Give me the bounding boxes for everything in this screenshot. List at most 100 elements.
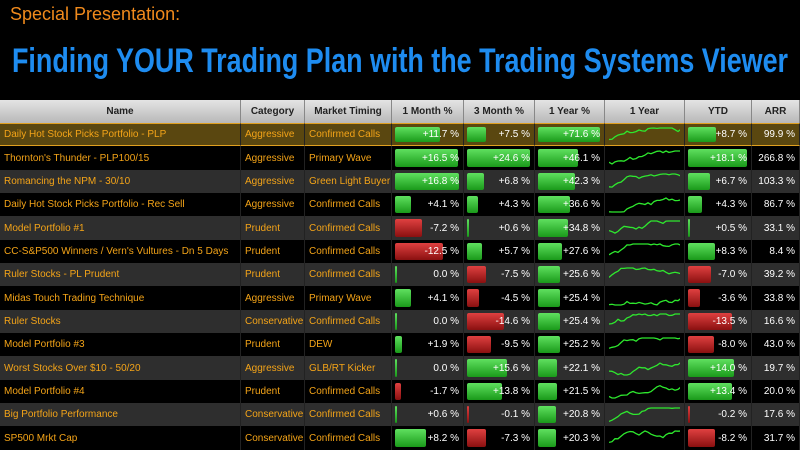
cell-bar [395,149,458,167]
sparkline-path [609,173,680,189]
market-timing: Confirmed Calls [305,193,392,217]
cell-text: DEW [309,339,333,351]
category: Aggressive [241,169,305,194]
sparkline-path [609,196,680,213]
cell-bar [395,312,397,331]
system-name: SP500 Mrkt Cap [0,426,241,450]
one-year: +25.4 % [535,286,605,310]
cell-text: Aggressive [245,292,295,304]
market-timing: Confirmed Calls [305,379,392,404]
cell-text: +14.0 % [710,362,747,374]
one-month: -1.7 % [392,379,464,404]
cell-bar [538,406,556,424]
one-month: -12.5 % [392,239,464,264]
cell-bar [688,196,703,214]
cell-text: +24.6 % [493,152,530,164]
one-month: 0.0 % [392,263,464,287]
arr: 103.3 % [752,169,800,194]
cell-bar [467,336,492,354]
sparkline-cell [605,426,685,450]
sparkline [609,313,680,326]
system-name: Big Portfolio Performance [0,403,241,427]
cell-text: Model Portfolio #4 [4,385,85,397]
cell-bar [688,127,717,143]
ytd: +6.7 % [685,169,752,194]
cell-bar [538,382,557,401]
cell-text: +6.8 % [498,175,530,187]
cell-text: Confirmed Calls [309,245,381,257]
one-year: +22.1 % [535,356,605,380]
cell-text: -7.5 % [501,269,530,281]
cell-text: 99.9 % [763,129,795,141]
cell-text: 43.0 % [763,339,795,351]
subtitle: Special Presentation: [10,4,180,24]
cell-text: Big Portfolio Performance [4,409,118,421]
cell-bar [467,266,487,284]
arr: 266.8 % [752,146,800,170]
cell-text: Green Light Buyer [309,175,391,187]
sparkline [609,243,680,256]
cell-text: 103.3 % [758,175,795,187]
system-name: Romancing the NPM - 30/10 [0,169,241,194]
cell-bar [467,149,530,167]
ytd: -7.0 % [685,263,752,287]
column-header: 1 Year % [535,100,605,123]
cell-text: Primary Wave [309,292,372,304]
ytd: +4.3 % [685,193,752,217]
cell-text: +36.6 % [563,199,600,211]
cell-bar [395,359,397,377]
cell-text: SP500 Mrkt Cap [4,432,78,444]
column-header: 1 Year [605,100,685,123]
cell-bar [688,359,734,377]
three-month: -4.5 % [464,286,535,310]
sparkline-path [609,430,680,444]
category: Aggressive [241,286,305,310]
one-month: 0.0 % [392,309,464,334]
one-year: +71.6 % [535,123,605,147]
cell-text: +42.3 % [563,175,600,187]
cell-text: Aggressive [245,152,295,164]
cell-bar [467,289,479,307]
one-year: +36.6 % [535,193,605,217]
category: Prudent [241,263,305,287]
cell-text: +20.3 % [563,432,600,444]
cell-bar [538,312,560,331]
three-month: +13.8 % [464,379,535,404]
cell-text: -12.5 % [424,245,459,257]
cell-bar [538,219,569,237]
one-year: +46.1 % [535,146,605,170]
column-header: ARR [752,100,800,123]
sparkline-path [609,267,680,278]
ytd: +8.7 % [685,123,752,147]
cell-bar [395,266,397,284]
cell-text: +16.8 % [422,175,459,187]
column-header: 3 Month % [464,100,535,123]
system-name: Thornton's Thunder - PLP100/15 [0,146,241,170]
cell-text: Confirmed Calls [309,409,381,421]
ytd: -0.2 % [685,403,752,427]
arr: 19.7 % [752,356,800,380]
cell-text: +25.2 % [563,339,600,351]
sparkline [609,196,680,213]
cell-text: +46.1 % [563,152,600,164]
cell-bar [538,127,600,143]
cell-text: +8.3 % [715,245,747,257]
cell-bar [467,312,505,331]
market-timing: Confirmed Calls [305,239,392,264]
category: Conservative [241,309,305,334]
cell-text: +0.5 % [715,222,747,234]
cell-text: Conservative [245,409,304,421]
three-month: -14.6 % [464,309,535,334]
one-month: +4.1 % [392,193,464,217]
cell-text: Ruler Stocks [4,315,61,327]
sparkline-cell [605,309,685,334]
cell-text: Daily Hot Stock Picks Portfolio - PLP [4,129,167,141]
cell-text: Model Portfolio #1 [4,222,85,234]
one-month: +11.7 % [392,123,464,147]
cell-text: Worst Stocks Over $10 - 50/20 [4,362,141,374]
cell-text: +8.7 % [715,129,747,141]
cell-bar [395,382,402,401]
category: Aggressive [241,356,305,380]
cell-text: 16.6 % [763,315,795,327]
three-month: +24.6 % [464,146,535,170]
